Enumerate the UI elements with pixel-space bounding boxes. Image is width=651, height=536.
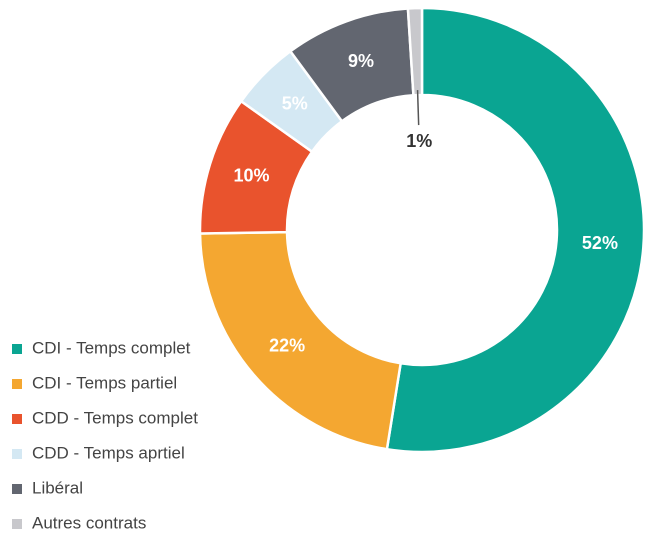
legend-marker <box>12 519 22 529</box>
legend-marker <box>12 484 22 494</box>
legend-label: Autres contrats <box>32 513 146 532</box>
legend-label: CDI - Temps partiel <box>32 373 177 392</box>
legend-marker <box>12 379 22 389</box>
value-label: 1% <box>406 131 432 151</box>
value-label: 22% <box>269 336 305 356</box>
legend-marker <box>12 414 22 424</box>
legend-marker <box>12 344 22 354</box>
legend-label: CDD - Temps aprtiel <box>32 443 185 462</box>
legend-label: CDD - Temps complet <box>32 408 198 427</box>
legend-label: Libéral <box>32 478 83 497</box>
value-label: 10% <box>234 166 270 186</box>
value-label: 9% <box>348 51 374 71</box>
value-label: 52% <box>582 233 618 253</box>
leader-line <box>416 90 420 126</box>
slice <box>406 6 424 97</box>
legend-label: CDI - Temps complet <box>32 338 191 357</box>
slice <box>385 6 646 454</box>
slice <box>198 230 403 451</box>
legend-marker <box>12 449 22 459</box>
value-label: 5% <box>282 94 308 114</box>
